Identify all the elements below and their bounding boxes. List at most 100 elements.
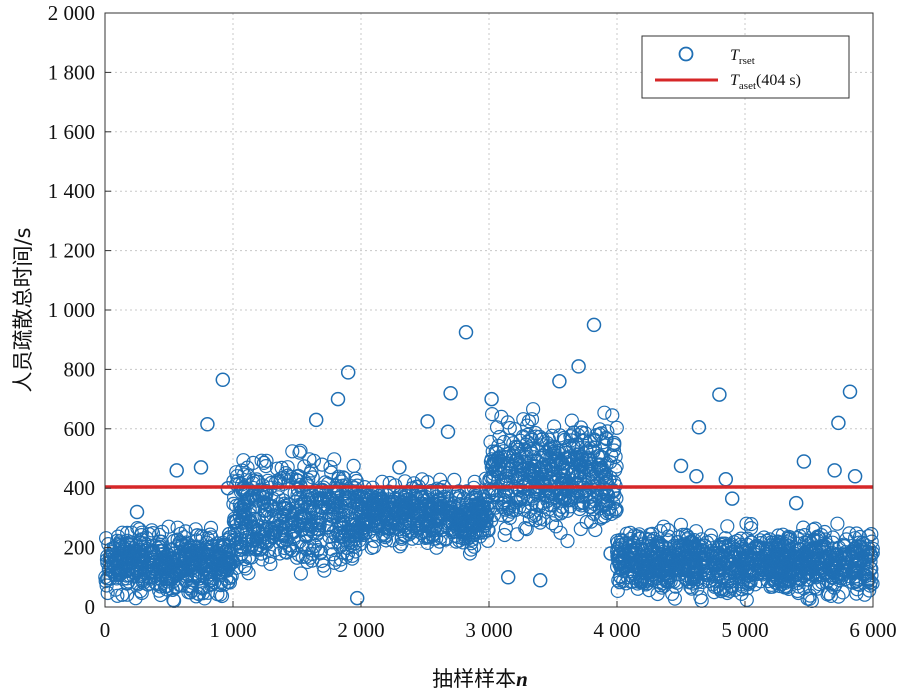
scatter-point — [355, 497, 370, 512]
scatter-point — [579, 514, 594, 530]
legend: Trset Taset(404 s) — [641, 35, 850, 99]
scatter-point — [252, 488, 267, 503]
scatter-point-outlier — [420, 414, 435, 429]
scatter-point — [520, 461, 536, 476]
scatter-point — [555, 476, 570, 491]
scatter-point — [768, 550, 784, 565]
scatter-point — [465, 518, 480, 533]
y-tick-label: 1 200 — [48, 239, 95, 263]
scatter-point — [152, 534, 167, 549]
scatter-point — [520, 427, 535, 442]
scatter-point — [136, 575, 151, 590]
scatter-point — [720, 585, 735, 601]
scatter-point — [116, 544, 131, 559]
scatter-point — [611, 548, 627, 563]
scatter-point-outlier — [689, 469, 704, 484]
scatter-point — [163, 572, 178, 587]
scatter-point — [575, 495, 591, 510]
scatter-point — [276, 535, 291, 550]
scatter-point — [203, 520, 219, 536]
scatter-point — [494, 409, 509, 424]
scatter-point — [115, 587, 130, 602]
scatter-point — [835, 585, 851, 600]
scatter-point — [462, 546, 478, 561]
scatter-point — [776, 574, 792, 589]
scatter-point — [609, 420, 624, 435]
x-tick-label: 2 000 — [337, 618, 384, 642]
scatter-point — [524, 431, 539, 446]
y-tick-label: 0 — [85, 595, 96, 619]
scatter-point — [609, 502, 624, 517]
scatter-point — [825, 530, 841, 545]
scatter-point — [612, 554, 628, 570]
scatter-point — [301, 493, 316, 508]
scatter-point-outlier — [440, 424, 456, 440]
scatter-point-outlier — [842, 384, 858, 399]
scatter-point — [608, 504, 623, 519]
scatter-point — [739, 516, 754, 531]
scatter-point — [546, 498, 561, 513]
scatter-point-outlier — [603, 546, 618, 561]
scatter-point — [491, 438, 506, 453]
scatter-point — [364, 498, 379, 513]
scatter-point — [114, 551, 129, 566]
scatter-point — [628, 558, 643, 573]
scatter-point — [416, 493, 431, 508]
scatter-point — [439, 518, 454, 534]
y-tick-label: 2 000 — [48, 1, 95, 25]
scatter-point — [356, 490, 371, 505]
scatter-point — [179, 549, 194, 564]
scatter-point — [303, 500, 318, 515]
scatter-point — [688, 524, 704, 539]
scatter-point — [743, 520, 759, 536]
scatter-point — [109, 554, 124, 570]
scatter-point-outlier — [847, 469, 863, 484]
scatter-point — [473, 510, 488, 526]
scatter-point — [292, 534, 307, 549]
scatter-point — [354, 491, 369, 506]
scatter-point — [254, 453, 269, 468]
scatter-point — [791, 585, 806, 601]
scatter-point — [805, 522, 821, 537]
scatter-point — [333, 508, 348, 523]
scatter-point — [295, 549, 310, 564]
x-axis: 0 1 000 2 000 3 000 4 000 5 000 6 000 — [100, 601, 897, 642]
scatter-point — [484, 452, 499, 467]
scatter-point-outlier — [458, 325, 474, 340]
scatter-point — [148, 568, 163, 583]
scatter-point — [509, 452, 524, 467]
scatter-point — [517, 443, 532, 458]
scatter-point — [852, 572, 867, 587]
scatter-point — [153, 587, 168, 603]
scatter-point — [378, 529, 393, 545]
scatter-point — [825, 563, 840, 578]
scatter-point — [368, 490, 383, 506]
scatter-point — [601, 504, 617, 520]
scatter-point — [781, 531, 796, 546]
scatter-point — [159, 564, 174, 580]
scatter-point — [132, 553, 148, 568]
scatter-point — [317, 563, 332, 578]
scatter-point — [683, 579, 698, 595]
scatter-point — [190, 528, 205, 543]
scatter-point — [518, 454, 533, 469]
scatter-point — [213, 587, 228, 602]
scatter-point — [569, 450, 584, 465]
scatter-point — [598, 470, 613, 485]
scatter-point — [833, 566, 849, 581]
y-tick-label: 600 — [64, 417, 96, 441]
scatter-point — [540, 482, 555, 497]
scatter-point — [453, 523, 469, 538]
scatter-point-outlier — [724, 491, 740, 506]
scatter-point — [713, 583, 729, 599]
scatter-point — [322, 490, 337, 505]
scatter-point — [779, 551, 795, 566]
scatter-point — [163, 552, 178, 567]
scatter-point — [617, 559, 632, 575]
scatter-point — [399, 520, 414, 535]
scatter-point — [473, 529, 488, 544]
scatter-point — [420, 535, 435, 551]
scatter-point — [254, 530, 269, 545]
scatter-point — [630, 581, 645, 596]
scatter-point — [693, 590, 708, 605]
